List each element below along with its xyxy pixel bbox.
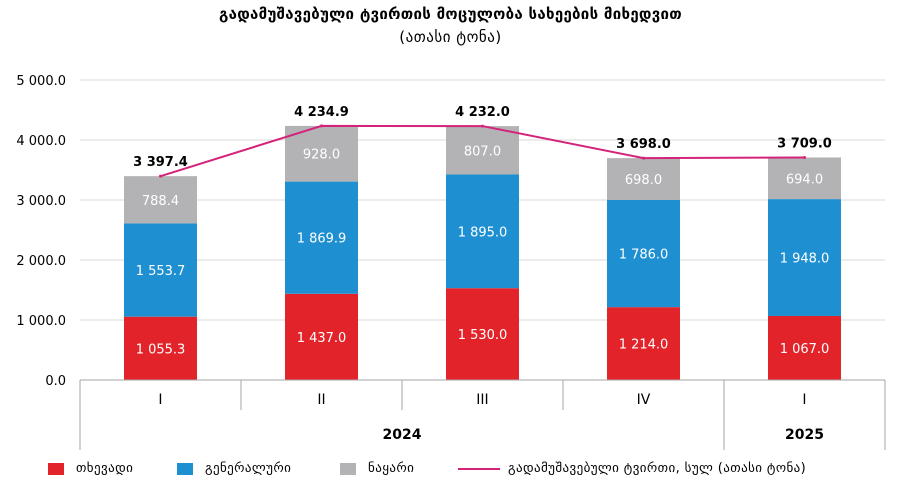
data-label-general: 1 553.7 bbox=[136, 264, 186, 279]
data-label-general: 1 895.0 bbox=[458, 225, 508, 240]
data-label-bulk: 928.0 bbox=[303, 148, 340, 163]
bar-segment-bulk bbox=[124, 176, 197, 224]
legend-label-general: გენერალური bbox=[205, 461, 292, 476]
x-tick-label: IV bbox=[637, 392, 651, 408]
legend-label-liquid: თხევადი bbox=[76, 461, 134, 476]
total-line-point bbox=[320, 124, 323, 128]
legend-swatch-general bbox=[177, 462, 193, 475]
legend-line-total bbox=[458, 467, 500, 470]
legend-item-general: გენერალური bbox=[177, 461, 291, 476]
data-label-bulk: 694.0 bbox=[786, 172, 823, 187]
y-tick-label: 1 000.0 bbox=[16, 314, 66, 329]
data-label-bulk: 807.0 bbox=[464, 144, 501, 159]
data-label-general: 1 869.9 bbox=[297, 232, 347, 247]
y-tick-label: 2 000.0 bbox=[16, 254, 66, 269]
bar-segment-liquid bbox=[124, 316, 197, 380]
data-label-general: 1 786.0 bbox=[619, 248, 669, 263]
legend-item-total: გადამუშავებული ტვირთი, სულ (ათასი ტონა) bbox=[458, 461, 806, 476]
bar-segment-liquid bbox=[768, 315, 841, 380]
data-label-bulk: 698.0 bbox=[625, 173, 662, 188]
bar-segment-general bbox=[285, 181, 358, 294]
total-line-point bbox=[803, 155, 806, 159]
chart-legend: თხევადი გენერალური ნაყარი გადამუშავებული… bbox=[0, 461, 901, 483]
data-label-liquid: 1 067.0 bbox=[780, 342, 830, 357]
total-line-point bbox=[481, 124, 484, 128]
bar-segment-bulk bbox=[446, 126, 519, 175]
data-label-bulk: 788.4 bbox=[142, 194, 179, 209]
x-tick-label: III bbox=[476, 392, 488, 408]
x-tick-label: II bbox=[317, 392, 325, 408]
y-tick-label: 4 000.0 bbox=[16, 134, 66, 149]
total-data-label: 3 397.4 bbox=[133, 155, 188, 170]
y-tick-label: 3 000.0 bbox=[16, 194, 66, 209]
data-label-liquid: 1 437.0 bbox=[297, 331, 347, 346]
data-label-general: 1 948.0 bbox=[780, 252, 830, 267]
total-data-label: 4 234.9 bbox=[294, 105, 349, 120]
y-tick-label: 5 000.0 bbox=[16, 74, 66, 89]
x-tick-label: I bbox=[802, 392, 806, 408]
data-label-liquid: 1 055.3 bbox=[136, 342, 186, 357]
bar-segment-liquid bbox=[446, 288, 519, 380]
bar-segment-bulk bbox=[768, 157, 841, 200]
x-year-label: 2025 bbox=[785, 427, 824, 443]
total-line-point bbox=[642, 156, 645, 160]
chart-title: გადამუშავებული ტვირთის მოცულობა სახეების… bbox=[218, 5, 682, 23]
chart-subtitle: (ათასი ტონა) bbox=[399, 28, 502, 46]
legend-label-bulk: ნაყარი bbox=[368, 461, 415, 476]
bar-segment-bulk bbox=[607, 158, 680, 200]
bar-segment-liquid bbox=[285, 293, 358, 380]
legend-item-liquid: თხევადი bbox=[48, 461, 133, 476]
bar-segment-general bbox=[446, 174, 519, 289]
bar-segment-liquid bbox=[607, 307, 680, 380]
bar-segment-bulk bbox=[285, 125, 358, 182]
total-line-point bbox=[159, 174, 162, 178]
total-data-label: 3 709.0 bbox=[777, 136, 832, 151]
total-data-label: 4 232.0 bbox=[455, 105, 510, 120]
bar-segment-general bbox=[124, 223, 197, 317]
data-label-liquid: 1 530.0 bbox=[458, 328, 508, 343]
x-tick-label: I bbox=[158, 392, 162, 408]
data-label-liquid: 1 214.0 bbox=[619, 338, 669, 353]
legend-swatch-liquid bbox=[48, 462, 64, 475]
legend-label-total: გადამუშავებული ტვირთი, სულ (ათასი ტონა) bbox=[508, 461, 807, 476]
total-data-label: 3 698.0 bbox=[616, 137, 671, 152]
bar-segment-general bbox=[768, 199, 841, 316]
x-year-label: 2024 bbox=[383, 427, 422, 443]
y-tick-label: 0.0 bbox=[45, 374, 66, 389]
legend-item-bulk: ნაყარი bbox=[340, 461, 414, 476]
bar-segment-general bbox=[607, 200, 680, 308]
legend-swatch-bulk bbox=[340, 462, 356, 475]
